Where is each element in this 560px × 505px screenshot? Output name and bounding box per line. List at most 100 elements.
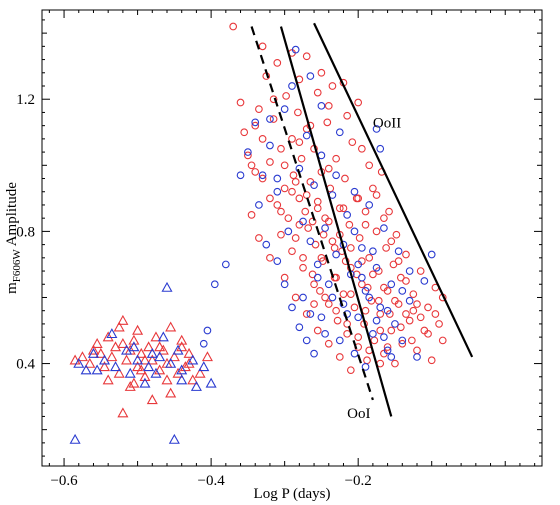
rrab-point-blue: [372, 125, 381, 133]
rrab-point-red: [251, 168, 260, 176]
rrab-point-red: [346, 366, 355, 375]
rrab-point-red: [413, 300, 421, 308]
rrc-point-red: [176, 334, 188, 345]
rrab-point-blue: [310, 349, 318, 358]
rrab-point-red: [328, 237, 337, 246]
rrab-point-red: [317, 68, 326, 77]
rrab-point-red: [255, 234, 263, 242]
y-axis-label-rest: Amplitude: [4, 182, 20, 249]
rrab-point-blue: [321, 329, 329, 338]
rrab-point-blue: [280, 105, 289, 113]
rrab-point-red: [391, 359, 399, 368]
ooi-line: [279, 26, 393, 417]
rrc-point-red: [87, 344, 100, 355]
rrab-point-red: [427, 356, 436, 365]
rrab-point-blue: [302, 131, 311, 140]
rrab-point-blue: [398, 287, 407, 295]
rrc-point-red: [165, 387, 177, 398]
rrc-point-blue: [73, 357, 85, 368]
rrab-point-blue: [394, 247, 403, 256]
rrc-point-blue: [161, 281, 173, 292]
rrab-point-red: [361, 207, 370, 216]
rrab-point-red: [431, 310, 440, 318]
rrab-point-red: [301, 207, 310, 216]
rrab-point-red: [387, 237, 396, 246]
rrab-point-red: [392, 230, 401, 239]
rrab-point-red: [291, 293, 300, 302]
rrc-point-blue: [106, 328, 118, 339]
rrab-point-red: [240, 128, 249, 137]
rrab-point-red: [416, 267, 425, 275]
rrab-point-red: [324, 101, 333, 110]
rrab-point-blue: [361, 363, 370, 371]
rrc-point-red: [121, 354, 133, 365]
rrc-point-red: [117, 407, 129, 418]
rrab-point-blue: [302, 336, 311, 345]
rrab-point-red: [343, 320, 351, 328]
rrab-point-red: [288, 247, 296, 256]
rrc-point-red: [113, 367, 125, 378]
rrab-point-red: [409, 306, 418, 315]
rrc-point-red: [176, 341, 188, 352]
rrab-point-red: [341, 174, 349, 183]
y-tick-label: 0.8: [16, 224, 35, 240]
rrc-point-blue: [165, 357, 177, 368]
rrab-point-blue: [210, 280, 219, 289]
rrab-point-blue: [284, 227, 293, 236]
rrc-point-red: [157, 344, 169, 355]
rrc-point-blue: [146, 347, 158, 358]
rrab-point-red: [383, 343, 392, 351]
rrc-point-red: [117, 338, 129, 348]
rrc-point-red: [95, 347, 107, 358]
rrab-point-red: [335, 353, 344, 361]
rrab-point-red: [382, 244, 390, 252]
rrab-point-red: [358, 144, 366, 153]
rrab-point-blue: [255, 201, 263, 209]
rrab-point-red: [402, 310, 410, 318]
rrab-point-red: [413, 346, 421, 355]
rrab-point-red: [330, 244, 339, 252]
rrab-point-red: [288, 135, 296, 143]
rrab-point-red: [308, 217, 317, 226]
rrab-point-red: [346, 244, 355, 252]
rrab-point-red: [405, 316, 414, 325]
rrab-point-red: [280, 184, 289, 193]
rrab-point-blue: [350, 349, 359, 358]
rrab-point-blue: [380, 224, 388, 232]
rrc-point-red: [132, 324, 144, 335]
y-tick-label: 1.2: [16, 92, 35, 108]
rrab-point-red: [266, 158, 274, 166]
rrab-point-red: [269, 95, 278, 104]
rrab-point-red: [244, 151, 252, 160]
rrab-point-blue: [361, 287, 370, 295]
x-tick-label: −0.4: [198, 473, 226, 489]
rrab-point-blue: [266, 141, 274, 150]
rrc-point-blue: [190, 380, 202, 391]
data-points: [69, 22, 447, 444]
relation-lines: [250, 22, 474, 417]
rrab-point-blue: [313, 260, 322, 269]
rrab-point-blue: [317, 101, 326, 110]
rrab-point-blue: [295, 323, 304, 332]
rrc-point-red: [165, 321, 177, 332]
rrab-point-red: [258, 135, 267, 143]
rrc-point-red: [135, 347, 147, 358]
rrc-point-red: [168, 351, 180, 362]
rrab-point-blue: [354, 260, 363, 269]
rrab-point-blue: [266, 115, 274, 123]
rrab-point-red: [266, 253, 274, 262]
rrc-point-blue: [143, 361, 155, 372]
rrab-point-blue: [313, 273, 322, 282]
rrab-point-red: [284, 214, 293, 223]
rrab-point-blue: [383, 306, 392, 315]
rrab-point-red: [313, 88, 322, 97]
rrab-point-blue: [405, 267, 414, 275]
rrab-point-blue: [376, 144, 385, 153]
rrab-point-red: [394, 257, 403, 265]
rrab-point-red: [299, 263, 307, 272]
rrab-point-blue: [310, 181, 318, 189]
rrc-point-red: [124, 380, 136, 391]
rrab-point-red: [361, 220, 370, 229]
rrc-point-blue: [69, 433, 81, 444]
rrc-point-blue: [187, 354, 199, 365]
